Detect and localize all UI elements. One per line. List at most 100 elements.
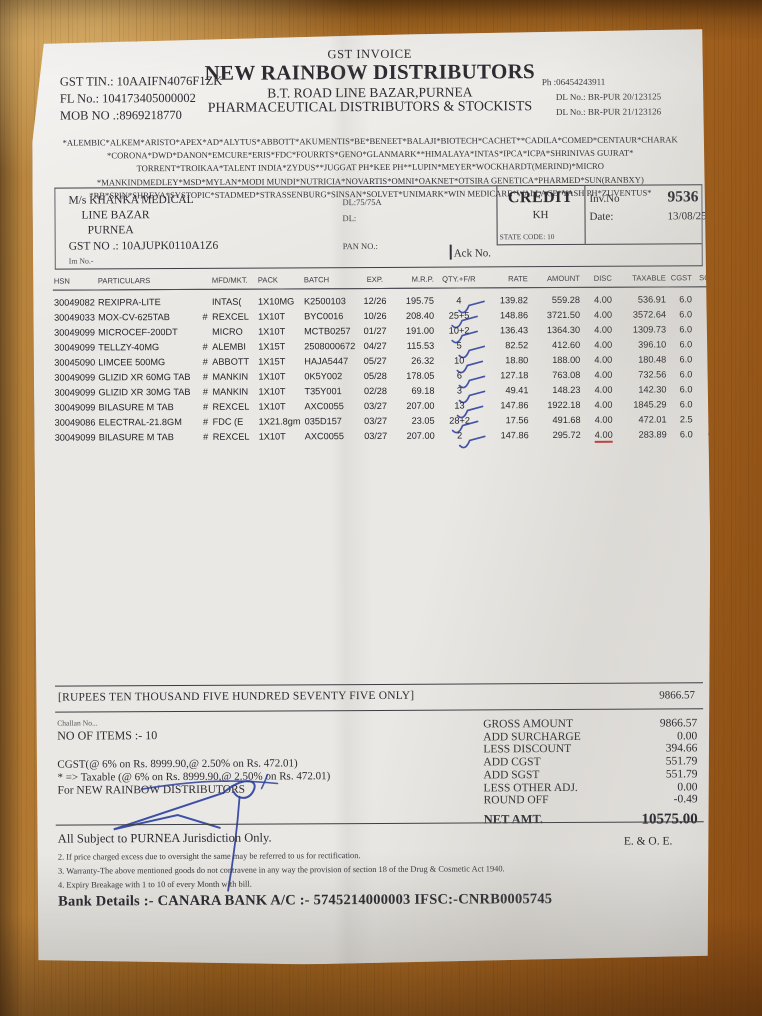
cell-text-batch: 0K5Y002 [304,371,343,382]
summary-value: 9866.57 [659,717,698,730]
party-box: M/s KHANKA MEDICAL LINE BAZAR PURNEA GST… [54,184,702,269]
cell-text-hsn: 30045090 [54,357,96,368]
cell-disc: 4.00 [581,397,613,412]
cell-taxable: 283.89 [614,427,668,442]
summary-row: ADD SURCHARGE 0.00 [483,730,697,744]
cell-text-mfd: MICRO [212,326,243,337]
cell-text-hsn: 30049099 [54,387,96,398]
cell-rate: 147.86 [483,398,529,413]
cell-rate: 82.52 [483,338,529,353]
cell-text-rate: 82.52 [505,340,529,351]
cell-text-taxable: 472.01 [638,414,667,425]
cell-text-cgst: 6.0 [679,294,692,305]
column-header-hash [199,275,211,290]
cell-disc: 4.00 [581,337,613,352]
cell-name: BILASURE M TAB [97,399,199,415]
cell-batch: 035D157 [304,414,360,429]
cell-disc: 4.00 [582,412,614,427]
cell-exp: 05/28 [359,368,391,383]
cell-text-mfd: REXCEL [212,431,250,442]
summary-label: ADD CGST [483,756,541,769]
signatory-for-line: For NEW RAINBOW DISTRIBUTORS [57,783,246,797]
cell-text-mfd: FDC (E [212,416,244,427]
cell-text-exp: 01/27 [363,325,387,337]
cell-taxable: 1309.73 [613,322,667,337]
summary-value: 394.66 [665,742,698,755]
cell-text-rate: 147.86 [500,430,529,441]
cell-text-exp: 10/26 [363,310,387,322]
invoice-no-label: Inv.No [589,192,620,205]
cell-text-hash: # [202,341,208,352]
cell-text-batch: AXC0055 [304,401,344,412]
cell-text-mfd: REXCEL [212,311,249,322]
cell-text-taxable: 1845.29 [633,399,667,410]
net-amount-label: NET AMT. [483,812,544,827]
cell-amount: 412.60 [529,337,581,352]
cell-text-rate: 49.41 [505,385,529,396]
summary-row: GROSS AMOUNT 9866.57 [483,717,697,731]
cell-text-hsn: 30049099 [54,372,96,383]
cell-text-mrp: 23.05 [411,415,435,426]
cell-text-rate: 136.43 [499,325,529,336]
cell-exp: 12/26 [359,288,391,308]
cell-name: MICROCEF-200DT [97,324,199,340]
cell-hash [199,324,211,339]
cell-text-name: ELECTRAL-21.8GM [98,416,182,428]
cell-text-cgst: 6.0 [679,339,693,350]
cell-text-batch: BYC0016 [304,311,344,322]
cell-mfd: ABBOTT [211,354,257,369]
cell-exp: 02/28 [359,383,391,398]
cell-text-qty: 25+5 [448,310,470,321]
cell-text-disc: 4.00 [594,294,612,305]
cell-name: ELECTRAL-21.8GM [98,414,200,430]
cell-text-mrp: 195.75 [405,295,434,306]
cell-text-amount: 188.00 [552,354,581,366]
cell-text-name: TELLZY-40MG [98,342,160,353]
cell-qty: 5 [435,338,483,353]
column-header-mrp: M.R.P. [391,274,435,289]
cgst-breakup-line: CGST(@ 6% on Rs. 8999.90,@ 2.50% on Rs. … [57,757,298,771]
cell-text-batch: HAJA5447 [304,356,349,367]
cell-text-pack: 1X10T [258,326,286,337]
qty-with-check: 25+5 [449,310,470,320]
cell-text-taxable: 1309.73 [632,324,667,335]
items-table: HSN PARTICULARS MFD/MKT. PACK BATCH EXP. M.R.P… [53,272,704,445]
gross-amount-inline: 9866.57 [659,689,696,702]
cell-qty: 6 [435,368,483,383]
cell-cgst: 6.0 [667,382,693,397]
cell-hsn: 30049086 [54,415,98,430]
cell-name: TELLZY-40MG [97,339,199,355]
qty-with-check: 28+2 [449,415,470,425]
cell-cgst: 6.0 [667,367,693,382]
pan-no-label: PAN NO.: [342,240,378,252]
terms-note: 4. Expiry Breakage with 1 to 10 of every… [58,879,252,890]
cell-text-amount: 412.60 [552,339,581,351]
cell-mrp: 207.00 [392,428,436,443]
cell-amount: 188.00 [529,352,581,367]
summary-label: ADD SGST [483,768,540,782]
column-header-name: PARTICULARS [97,275,199,290]
cell-hsn: 30049099 [53,340,97,355]
buyer-dl-1: DL:75/75A [342,196,382,208]
cell-text-exp: 12/26 [363,295,387,307]
cell-amount: 559.28 [529,287,581,307]
cell-text-pack: 1X15T [258,356,286,367]
cell-amount: 491.68 [530,412,582,427]
cell-text-cgst: 6.0 [679,324,693,335]
cell-amount: 148.23 [529,382,581,397]
table-row: 30049099 BILASURE M TAB # REXCEL 1X10T AXC005… [54,427,736,446]
cell-exp: 01/27 [359,323,391,338]
cell-hsn: 30049082 [53,290,97,310]
im-no-label: Im No.- [68,256,94,266]
summary-rows: GROSS AMOUNT 9866.57 ADD SURCHARGE 0.00 LESS… [483,717,697,807]
cell-text-disc: 4.00 [595,430,613,443]
gst-tin: GST TIN.: 10AAIFN4076F1ZK [59,73,223,89]
cell-disc: 4.00 [582,427,614,442]
cell-text-taxable: 283.89 [638,429,667,440]
cell-text-rate: 17.56 [505,415,529,426]
cell-text-batch: 035D157 [304,416,342,427]
cell-text-mrp: 69.18 [411,385,435,396]
cell-taxable: 180.48 [613,352,667,367]
column-header-rate: RATE [483,273,529,288]
cell-exp: 10/26 [359,308,391,323]
